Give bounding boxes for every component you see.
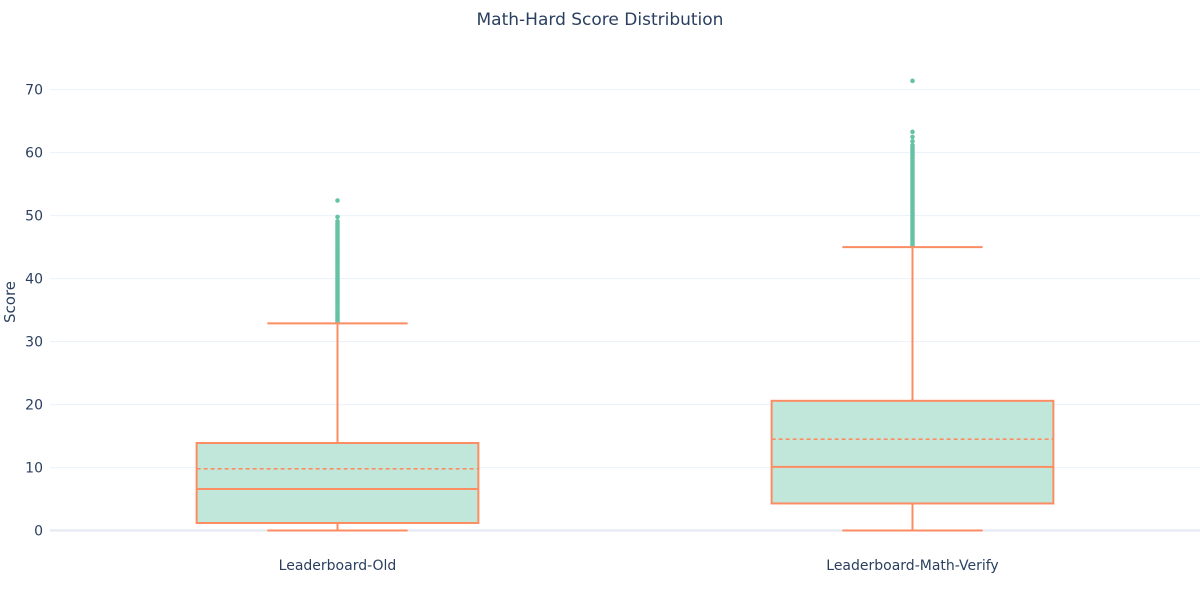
y-tick-label: 70 [25,83,43,99]
y-tick-label: 20 [25,398,43,414]
x-tick-label: Leaderboard-Math-Verify [826,558,998,574]
outlier-point [910,142,915,148]
y-axis-title: Score [1,281,19,323]
y-tick-label: 60 [25,146,43,162]
y-tick-label: 0 [34,524,43,540]
iqr-box [770,399,1055,505]
y-tick-label: 40 [25,272,43,288]
boxes [195,78,1055,532]
outlier-point [910,138,915,144]
y-tick-label: 30 [25,335,43,351]
outlier-point [910,129,915,135]
chart-title: Math-Hard Score Distribution [477,10,724,30]
outlier-point [335,218,340,224]
outlier-point [910,78,915,84]
outlier-point [910,134,915,140]
outlier-point [335,198,340,203]
iqr-box [195,442,480,524]
x-axis-ticks: Leaderboard-Old Leaderboard-Math-Verify [279,558,999,574]
x-tick-label: Leaderboard-Old [279,558,397,574]
box-trace [195,198,480,532]
y-tick-label: 50 [25,209,43,225]
y-axis-ticks: 0 10 20 30 40 50 60 70 [25,83,43,540]
outlier-point [335,214,340,220]
box-trace [770,78,1055,532]
y-tick-label: 10 [25,461,43,477]
